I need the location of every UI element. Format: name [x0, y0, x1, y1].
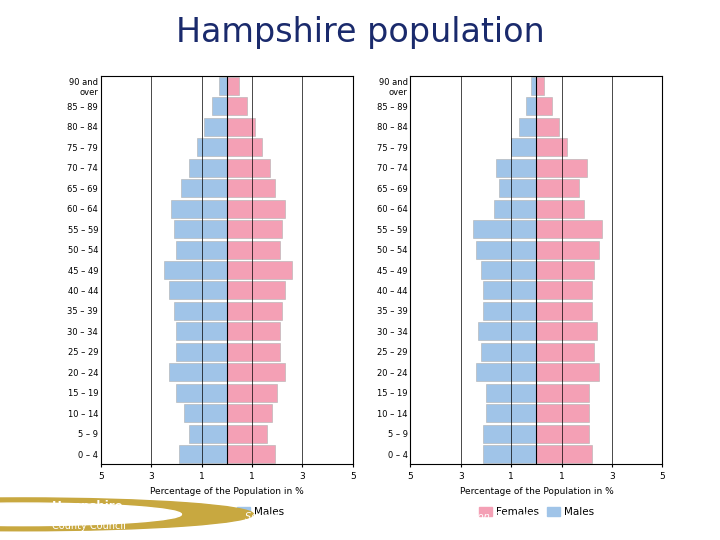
Bar: [227, 240, 280, 259]
Circle shape: [0, 503, 181, 525]
Bar: [176, 240, 227, 259]
Bar: [174, 220, 227, 238]
Bar: [498, 179, 536, 197]
Bar: [536, 118, 559, 136]
Bar: [227, 322, 280, 340]
Bar: [227, 179, 275, 197]
Bar: [486, 404, 536, 422]
Bar: [536, 343, 595, 361]
Bar: [164, 261, 227, 279]
Bar: [481, 343, 536, 361]
Legend: Females, Males: Females, Males: [474, 503, 598, 522]
Bar: [227, 445, 275, 463]
Bar: [536, 404, 589, 422]
Bar: [536, 97, 552, 116]
Bar: [189, 159, 227, 177]
Bar: [220, 77, 227, 95]
Bar: [227, 138, 262, 156]
Bar: [227, 220, 282, 238]
X-axis label: Percentage of the Population in %: Percentage of the Population in %: [459, 487, 613, 496]
Bar: [536, 220, 602, 238]
Legend: Females, Males: Females, Males: [165, 503, 289, 522]
Bar: [227, 200, 285, 218]
Bar: [227, 302, 282, 320]
Bar: [481, 261, 536, 279]
Bar: [174, 302, 227, 320]
Text: Source: 2011 Census and Sub-national Population Projections: Source: 2011 Census and Sub-national Pop…: [245, 512, 547, 522]
Bar: [227, 343, 280, 361]
Bar: [176, 322, 227, 340]
Bar: [536, 384, 589, 402]
Bar: [536, 138, 567, 156]
Bar: [536, 445, 592, 463]
Bar: [227, 118, 255, 136]
Bar: [536, 240, 599, 259]
Bar: [484, 424, 536, 443]
Bar: [197, 138, 227, 156]
Bar: [476, 240, 536, 259]
Bar: [181, 179, 227, 197]
Text: Hampshire: Hampshire: [52, 500, 123, 513]
Bar: [536, 159, 587, 177]
Bar: [227, 363, 285, 381]
Bar: [176, 343, 227, 361]
Bar: [179, 445, 227, 463]
Bar: [227, 281, 285, 300]
Bar: [204, 118, 227, 136]
Circle shape: [0, 498, 253, 531]
Bar: [168, 281, 227, 300]
Bar: [227, 77, 239, 95]
Bar: [536, 322, 597, 340]
Bar: [536, 261, 595, 279]
Bar: [511, 138, 536, 156]
Bar: [227, 424, 267, 443]
Bar: [536, 363, 599, 381]
Bar: [227, 404, 272, 422]
Bar: [168, 363, 227, 381]
Bar: [496, 159, 536, 177]
Bar: [227, 159, 269, 177]
Bar: [531, 77, 536, 95]
Bar: [171, 200, 227, 218]
Bar: [536, 281, 592, 300]
Bar: [536, 424, 589, 443]
Bar: [536, 302, 592, 320]
Bar: [536, 179, 579, 197]
Bar: [494, 200, 536, 218]
Bar: [526, 97, 536, 116]
Bar: [484, 281, 536, 300]
Text: County Council: County Council: [52, 521, 126, 531]
Bar: [176, 384, 227, 402]
X-axis label: Percentage of the Population in %: Percentage of the Population in %: [150, 487, 304, 496]
Bar: [518, 118, 536, 136]
Bar: [212, 97, 227, 116]
Bar: [227, 384, 277, 402]
Bar: [476, 363, 536, 381]
Bar: [474, 220, 536, 238]
Bar: [536, 200, 585, 218]
Bar: [227, 97, 247, 116]
Bar: [484, 302, 536, 320]
Bar: [184, 404, 227, 422]
Bar: [536, 77, 544, 95]
Bar: [486, 384, 536, 402]
Bar: [227, 261, 292, 279]
Bar: [189, 424, 227, 443]
Bar: [484, 445, 536, 463]
Bar: [478, 322, 536, 340]
Text: Hampshire population: Hampshire population: [176, 16, 544, 49]
